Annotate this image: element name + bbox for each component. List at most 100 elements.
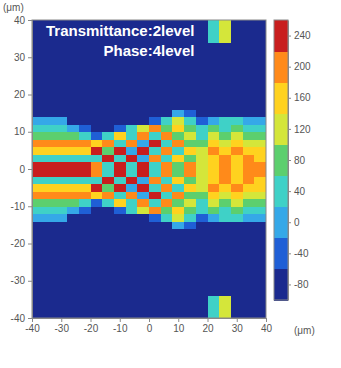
heatmap-cell (32, 169, 44, 177)
heatmap-cell (161, 132, 173, 140)
x-axis-tick-label: -30 (55, 323, 70, 334)
x-axis-tick-mark (237, 318, 238, 322)
heatmap-cell (149, 221, 161, 229)
heatmap-cell (231, 147, 243, 155)
colorbar-band (274, 51, 288, 83)
heatmap-cell (67, 42, 79, 110)
heatmap-cell (114, 206, 126, 214)
heatmap-cell (102, 191, 114, 199)
heatmap-cell (196, 20, 208, 43)
x-axis-tick-mark (32, 318, 33, 322)
x-axis-tick-label: -40 (25, 323, 40, 334)
heatmap-cell (149, 176, 161, 184)
heatmap-cell (137, 132, 149, 140)
heatmap-cell (243, 124, 255, 132)
heatmap-cell (91, 176, 103, 184)
heatmap-cell (91, 169, 103, 177)
heatmap-cell (32, 162, 44, 170)
colorbar-axis-tick-label: 0 (294, 217, 300, 228)
y-axis-tick-label: -30 (11, 275, 26, 286)
heatmap-cell (126, 206, 138, 214)
heatmap-cell (55, 199, 67, 207)
colorbar-axis-tick: 160 (288, 92, 311, 103)
x-axis-tick: -10 (113, 318, 128, 334)
y-axis-tick: 30 (14, 52, 32, 63)
y-axis-tick: -20 (11, 238, 32, 249)
heatmap-cell (91, 132, 103, 140)
x-axis-tick: -40 (25, 318, 40, 334)
y-axis-tick-mark (28, 95, 32, 96)
heatmap-cell (184, 162, 196, 170)
heatmap-cell (126, 147, 138, 155)
heatmap-cell (196, 147, 208, 155)
heatmap-cell (172, 199, 184, 207)
colorbar-band (274, 20, 288, 52)
y-axis-tick-mark (28, 244, 32, 245)
heatmap-cell (67, 214, 79, 222)
colorbar-axis-tick-label: -80 (294, 279, 309, 290)
heatmap-cell (184, 132, 196, 140)
heatmap-cell (137, 296, 149, 318)
heatmap-cell (67, 117, 79, 125)
heatmap-cell (196, 296, 208, 318)
y-axis-tick-label: -20 (11, 238, 26, 249)
chart: -40-30-20-10010203040-40-30-20-100102030… (0, 0, 341, 368)
heatmap-cell (231, 132, 243, 140)
heatmap-cell (137, 229, 149, 297)
heatmap-cell (219, 229, 231, 297)
heatmap-cell (243, 221, 255, 229)
heatmap-cell (126, 132, 138, 140)
heatmap-cell (254, 20, 266, 43)
heatmap-cell (79, 117, 91, 125)
y-axis-tick-label: -10 (11, 201, 26, 212)
heatmap-cell (243, 162, 255, 170)
heatmap-cell (32, 206, 44, 214)
heatmap-cell (114, 147, 126, 155)
heatmap-cell (254, 206, 266, 214)
heatmap-cell (91, 147, 103, 155)
heatmap-cell (32, 147, 44, 155)
heatmap-cell (137, 124, 149, 132)
heatmap-cell (114, 109, 126, 117)
heatmap-cell (79, 206, 91, 214)
colorbar-axis: -80-4004080120160200240 (288, 21, 311, 301)
heatmap-cell (243, 139, 255, 147)
heatmap-cell (91, 191, 103, 199)
heatmap-cell (137, 221, 149, 229)
heatmap-cell (219, 206, 231, 214)
heatmap-cell (126, 296, 138, 318)
colorbar-band (274, 113, 288, 145)
heatmap-cell (172, 221, 184, 229)
heatmap-cell (243, 214, 255, 222)
heatmap-cell (79, 169, 91, 177)
heatmap-cell (102, 184, 114, 192)
heatmap-cell (114, 184, 126, 192)
heatmap-cell (231, 184, 243, 192)
heatmap-cell (243, 184, 255, 192)
heatmap-cell (149, 117, 161, 125)
heatmap-cell (102, 214, 114, 222)
heatmap-cell (44, 147, 56, 155)
x-axis-tick: 20 (202, 318, 214, 334)
heatmap-cell (126, 176, 138, 184)
heatmap-cell (243, 117, 255, 125)
heatmap-cell (91, 214, 103, 222)
heatmap-cell (149, 132, 161, 140)
heatmap-cell (254, 117, 266, 125)
heatmap-cell (79, 221, 91, 229)
colorbar-axis-tick-label: 80 (294, 155, 306, 166)
heatmap-cell (32, 117, 44, 125)
heatmap-cell (219, 109, 231, 117)
heatmap-cell (254, 229, 266, 297)
heatmap-cell (44, 162, 56, 170)
heatmap-cell (67, 191, 79, 199)
heatmap-cell (102, 139, 114, 147)
heatmap-cell (196, 42, 208, 110)
heatmap-cell (79, 184, 91, 192)
heatmap-cell (114, 169, 126, 177)
heatmap-cell (137, 147, 149, 155)
heatmap-cell (32, 109, 44, 117)
heatmap-cell (149, 206, 161, 214)
heatmap-cell (243, 20, 255, 43)
heatmap-cell (219, 184, 231, 192)
